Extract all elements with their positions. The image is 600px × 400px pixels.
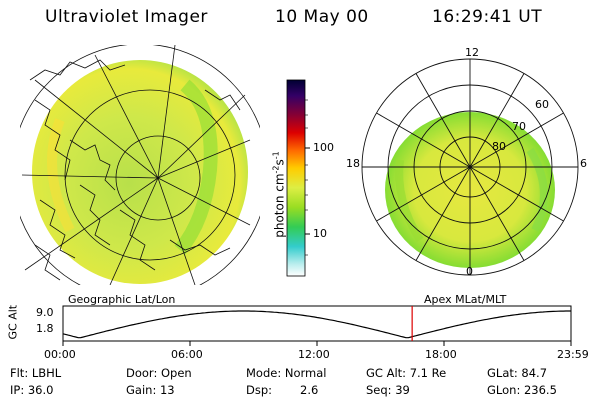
orbit-axis-label: GC Alt	[6, 304, 20, 340]
gain-info: Gain: 13	[126, 383, 175, 397]
mode-info: Mode: Normal	[246, 366, 327, 380]
mlt-label-12: 12	[465, 46, 479, 59]
mlt-label-18: 18	[346, 157, 360, 170]
polar-grid	[361, 58, 579, 276]
colorbar-unit-text: photon cm	[272, 173, 287, 238]
filter-info: Flt: LBHL	[10, 366, 62, 380]
dsp-label: Dsp:	[246, 383, 273, 397]
coastlines	[29, 59, 241, 281]
orbit-xtick-1: 06:00	[171, 348, 203, 361]
colorbar-unit-s: s	[272, 159, 287, 166]
colorbar-unit-exp1: -2	[271, 165, 281, 174]
colorbar-scale	[286, 79, 306, 277]
colorbar-unit-exp2: -1	[271, 151, 281, 160]
colorbar-label-100: 100	[313, 141, 334, 154]
colorbar	[286, 79, 310, 277]
mlt-label-6: 6	[580, 157, 587, 170]
graticule	[20, 45, 260, 285]
glat-info: GLat: 84.7	[487, 366, 548, 380]
magnetic-panel-label: Apex MLat/MLT	[424, 293, 507, 306]
colorbar-unit-label: photon cm-2s-1	[272, 130, 287, 260]
orbit-xtick-0: 00:00	[44, 348, 76, 361]
lat-label-80: 80	[492, 140, 506, 153]
door-info: Door: Open	[126, 366, 192, 380]
lat-label-60: 60	[535, 98, 549, 111]
gc-alt-info: GC Alt: 7.1 Re	[366, 366, 447, 380]
observation-date: 10 May 00	[275, 7, 369, 27]
dsp-value: 2.6	[300, 383, 319, 397]
colorbar-label-10: 10	[313, 227, 327, 240]
ip-info: IP: 36.0	[10, 383, 54, 397]
geographic-image-panel	[20, 45, 260, 285]
orbit-xtick-3: 18:00	[425, 348, 457, 361]
orbit-ytick-bottom: 1.8	[36, 322, 54, 335]
geographic-panel-label: Geographic Lat/Lon	[68, 293, 176, 306]
gc-altitude-curve	[62, 310, 571, 339]
lat-label-70: 70	[512, 120, 526, 133]
magnetic-polar-panel	[361, 58, 579, 276]
orbit-plot	[62, 305, 572, 346]
orbit-ytick-top: 9.0	[36, 306, 54, 319]
glon-info: GLon: 236.5	[487, 383, 557, 397]
mlt-label-0: 0	[466, 265, 473, 278]
orbit-xtick-4: 23:59	[557, 348, 589, 361]
observation-time: 16:29:41 UT	[432, 7, 543, 27]
instrument-title: Ultraviolet Imager	[45, 7, 208, 27]
orbit-xtick-2: 12:00	[298, 348, 330, 361]
seq-info: Seq: 39	[366, 383, 410, 397]
